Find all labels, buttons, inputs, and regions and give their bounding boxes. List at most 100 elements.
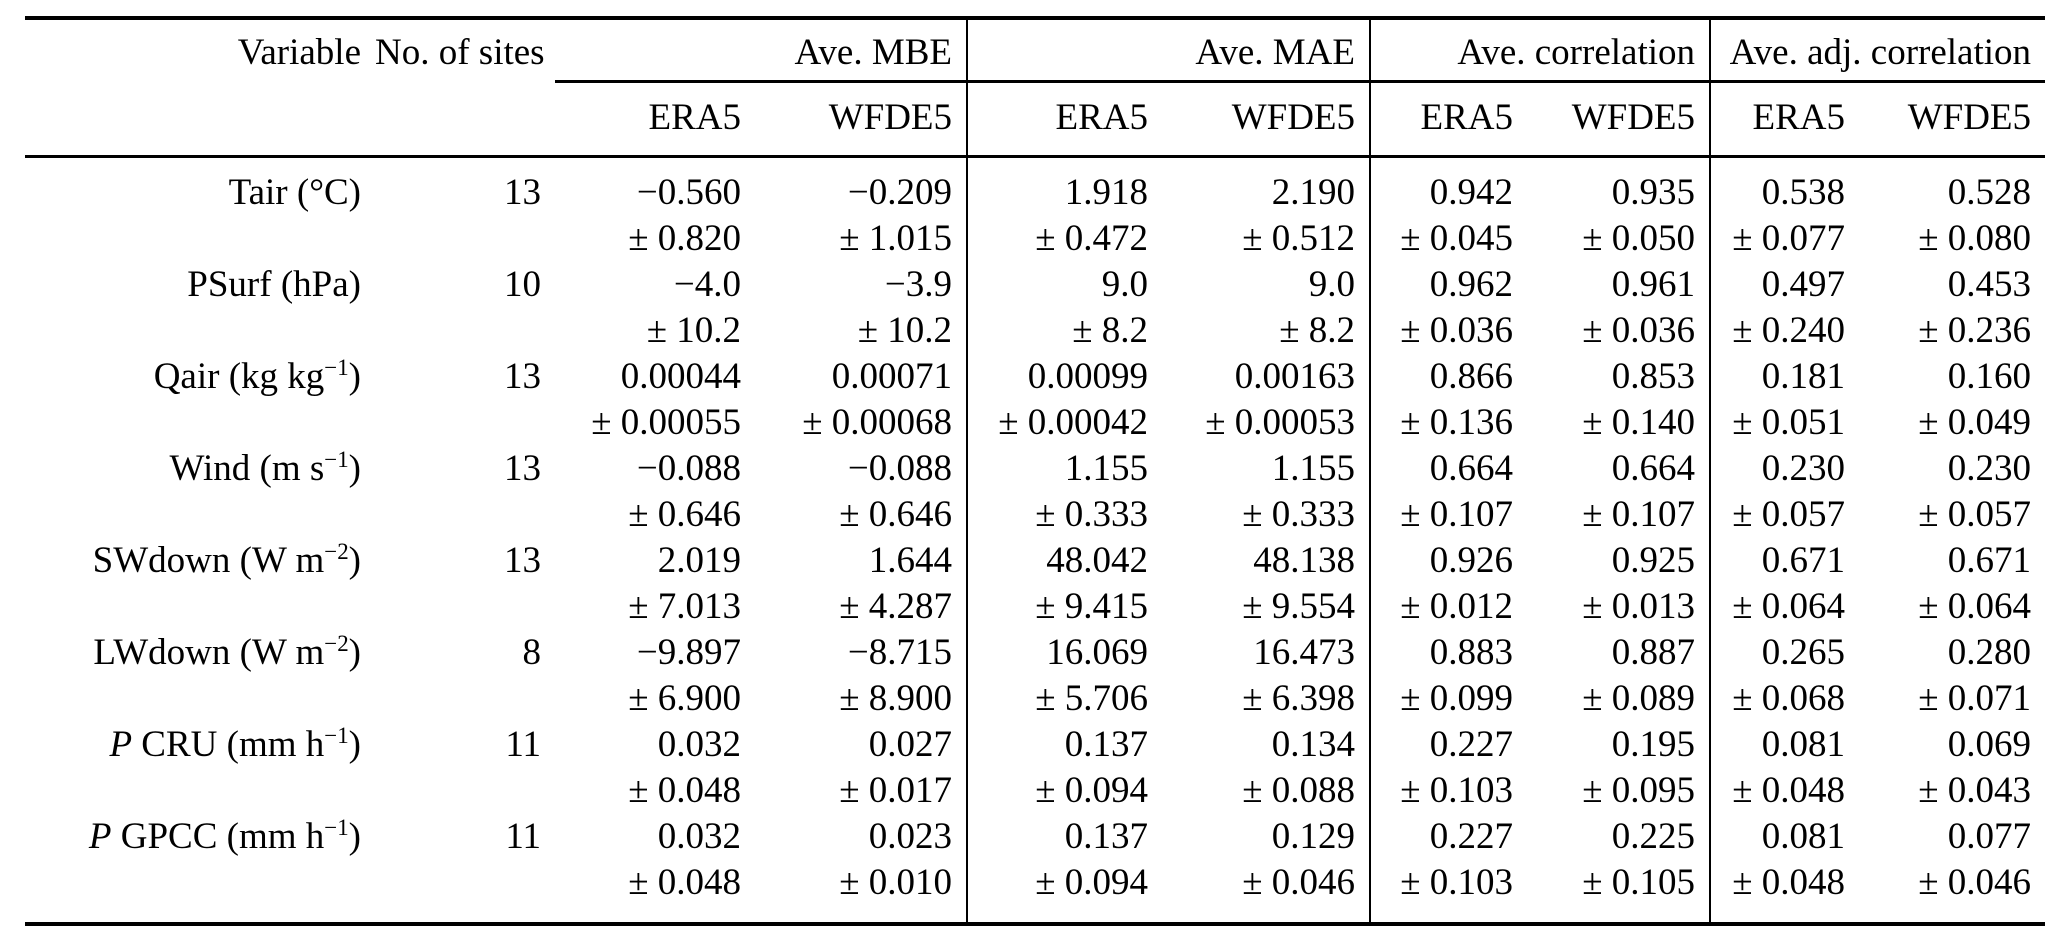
corr-wfde5-uncertainty: ± 0.089 — [1582, 678, 1696, 719]
adj-wfde5-uncertainty: ± 0.080 — [1918, 218, 2032, 259]
col-header-sites: No. of sites — [375, 18, 555, 158]
variable-label: Qair (kg kg−1) — [25, 354, 375, 400]
variable-unit-close: ) — [348, 448, 361, 489]
variable-unit: (mm h — [217, 816, 325, 857]
uncertainty-row: ± 10.2 ± 10.2 ± 8.2 ± 8.2 ± 0.036 ± 0.03… — [25, 308, 2045, 354]
variable-unit: (W m — [230, 540, 325, 581]
corr-era5-uncertainty: ± 0.103 — [1369, 768, 1528, 814]
mae-wfde5-uncertainty: ± 8.2 — [1279, 310, 1356, 351]
variable-label: Wind (m s−1) — [25, 446, 375, 492]
mae-wfde5-value: 0.129 — [1271, 816, 1356, 857]
empty-variable-cell — [25, 308, 375, 354]
variable-italic-symbol: P — [109, 724, 133, 765]
corr-era5-uncertainty: ± 0.107 — [1369, 492, 1528, 538]
mbe-wfde5-uncertainty: ± 4.287 — [839, 586, 953, 627]
group-header-ave-mbe: Ave. MBE — [555, 18, 968, 83]
mae-era5-value: 1.918 — [966, 156, 1163, 216]
corr-wfde5-value: 0.853 — [1611, 356, 1696, 397]
col-header-variable: Variable — [25, 18, 375, 158]
mbe-wfde5-value: −0.209 — [847, 172, 953, 213]
mbe-wfde5-uncertainty: ± 1.015 — [839, 218, 953, 259]
mae-wfde5-value: 2.190 — [1271, 172, 1356, 213]
mbe-wfde5-uncertainty: ± 10.2 — [857, 310, 953, 351]
corr-wfde5-value: 0.195 — [1611, 724, 1696, 765]
variable-row: LWdown (W m−2) 8 −9.897 −8.715 16.069 16… — [25, 630, 2045, 676]
variable-row: P CRU (mm h−1) 11 0.032 0.027 0.137 0.13… — [25, 722, 2045, 768]
variable-unit-exponent: −1 — [324, 815, 349, 841]
variable-unit-close: ) — [348, 540, 361, 581]
corr-wfde5-uncertainty: ± 0.095 — [1582, 770, 1696, 811]
corr-era5-uncertainty: ± 0.103 — [1369, 860, 1528, 924]
adj-era5-uncertainty: ± 0.051 — [1709, 400, 1860, 446]
sites-value: 10 — [504, 264, 541, 305]
adj-era5-value: 0.671 — [1709, 538, 1860, 584]
variable-unit-close: ) — [348, 816, 361, 857]
mae-wfde5-value: 0.00163 — [1234, 356, 1356, 397]
mae-era5-uncertainty: ± 9.415 — [966, 584, 1163, 630]
variable-label: SWdown (W m−2) — [25, 538, 375, 584]
adj-wfde5-value: 0.453 — [1947, 264, 2032, 305]
mbe-era5-value: 0.00044 — [620, 356, 741, 397]
mbe-era5-value: −4.0 — [673, 264, 741, 305]
mbe-era5-value: −0.560 — [636, 172, 741, 213]
corr-era5-value: 0.664 — [1369, 446, 1528, 492]
mae-wfde5-uncertainty: ± 0.333 — [1242, 494, 1356, 535]
variable-name: Qair — [153, 356, 220, 397]
corr-era5-value: 0.926 — [1369, 538, 1528, 584]
variable-label: PSurf (hPa) — [25, 262, 375, 308]
variable-unit-exponent: −1 — [324, 447, 349, 473]
mbe-era5-value: 0.032 — [657, 724, 741, 765]
mae-wfde5-value: 9.0 — [1308, 264, 1356, 305]
variable-unit: (°C — [287, 172, 349, 213]
variable-unit: (hPa — [271, 264, 349, 305]
variable-unit: (mm h — [217, 724, 325, 765]
empty-variable-cell — [25, 768, 375, 814]
corr-wfde5-uncertainty: ± 0.050 — [1582, 218, 1696, 259]
empty-sites-cell — [375, 492, 555, 538]
mae-era5-value: 1.155 — [966, 446, 1163, 492]
adj-era5-uncertainty: ± 0.048 — [1709, 768, 1860, 814]
mbe-wfde5-uncertainty: ± 0.010 — [839, 862, 953, 903]
corr-wfde5-uncertainty: ± 0.140 — [1582, 402, 1696, 443]
variable-row: PSurf (hPa) 10 −4.0 −3.9 9.0 9.0 0.962 0… — [25, 262, 2045, 308]
corr-era5-uncertainty: ± 0.012 — [1369, 584, 1528, 630]
mbe-wfde5-value: 1.644 — [868, 540, 953, 581]
variable-name: Tair — [228, 172, 288, 213]
adj-wfde5-value: 0.671 — [1947, 540, 2032, 581]
variable-row: Qair (kg kg−1) 13 0.00044 0.00071 0.0009… — [25, 354, 2045, 400]
mbe-era5-value: 0.032 — [657, 816, 741, 857]
mbe-wfde5-uncertainty: ± 8.900 — [839, 678, 953, 719]
corr-wfde5-uncertainty: ± 0.107 — [1582, 494, 1696, 535]
variable-row: Wind (m s−1) 13 −0.088 −0.088 1.155 1.15… — [25, 446, 2045, 492]
variable-label: LWdown (W m−2) — [25, 630, 375, 676]
adj-era5-uncertainty: ± 0.048 — [1709, 860, 1860, 924]
table-body: Tair (°C) 13 −0.560 −0.209 1.918 2.190 0… — [25, 156, 2045, 924]
variable-name: Wind — [169, 448, 251, 489]
uncertainty-row: ± 0.048 ± 0.017 ± 0.094 ± 0.088 ± 0.103 … — [25, 768, 2045, 814]
mae-wfde5-uncertainty: ± 0.046 — [1242, 862, 1356, 903]
sites-value: 8 — [522, 632, 542, 673]
corr-wfde5-value: 0.225 — [1611, 816, 1696, 857]
empty-variable-cell — [25, 860, 375, 924]
mae-era5-value: 9.0 — [966, 262, 1163, 308]
variable-unit: (kg kg — [219, 356, 325, 397]
mbe-era5-uncertainty: ± 0.048 — [628, 862, 741, 903]
corr-wfde5-uncertainty: ± 0.013 — [1582, 586, 1696, 627]
variable-unit-close: ) — [348, 264, 361, 305]
mae-wfde5-uncertainty: ± 0.512 — [1242, 218, 1356, 259]
empty-sites-cell — [375, 308, 555, 354]
mae-wfde5-uncertainty: ± 6.398 — [1242, 678, 1356, 719]
mbe-era5-uncertainty: ± 0.048 — [628, 770, 741, 811]
variable-unit-close: ) — [348, 724, 361, 765]
mbe-era5-uncertainty: ± 7.013 — [628, 586, 741, 627]
variable-unit-exponent: −1 — [324, 355, 349, 381]
adj-era5-value: 0.181 — [1709, 354, 1860, 400]
variable-name: GPCC — [111, 816, 218, 857]
sites-value: 13 — [504, 356, 541, 397]
adj-wfde5-value: 0.160 — [1947, 356, 2032, 397]
empty-variable-cell — [25, 400, 375, 446]
corr-era5-uncertainty: ± 0.136 — [1369, 400, 1528, 446]
empty-sites-cell — [375, 584, 555, 630]
mae-wfde5-uncertainty: ± 0.00053 — [1205, 402, 1356, 443]
adj-era5-value: 0.497 — [1709, 262, 1860, 308]
